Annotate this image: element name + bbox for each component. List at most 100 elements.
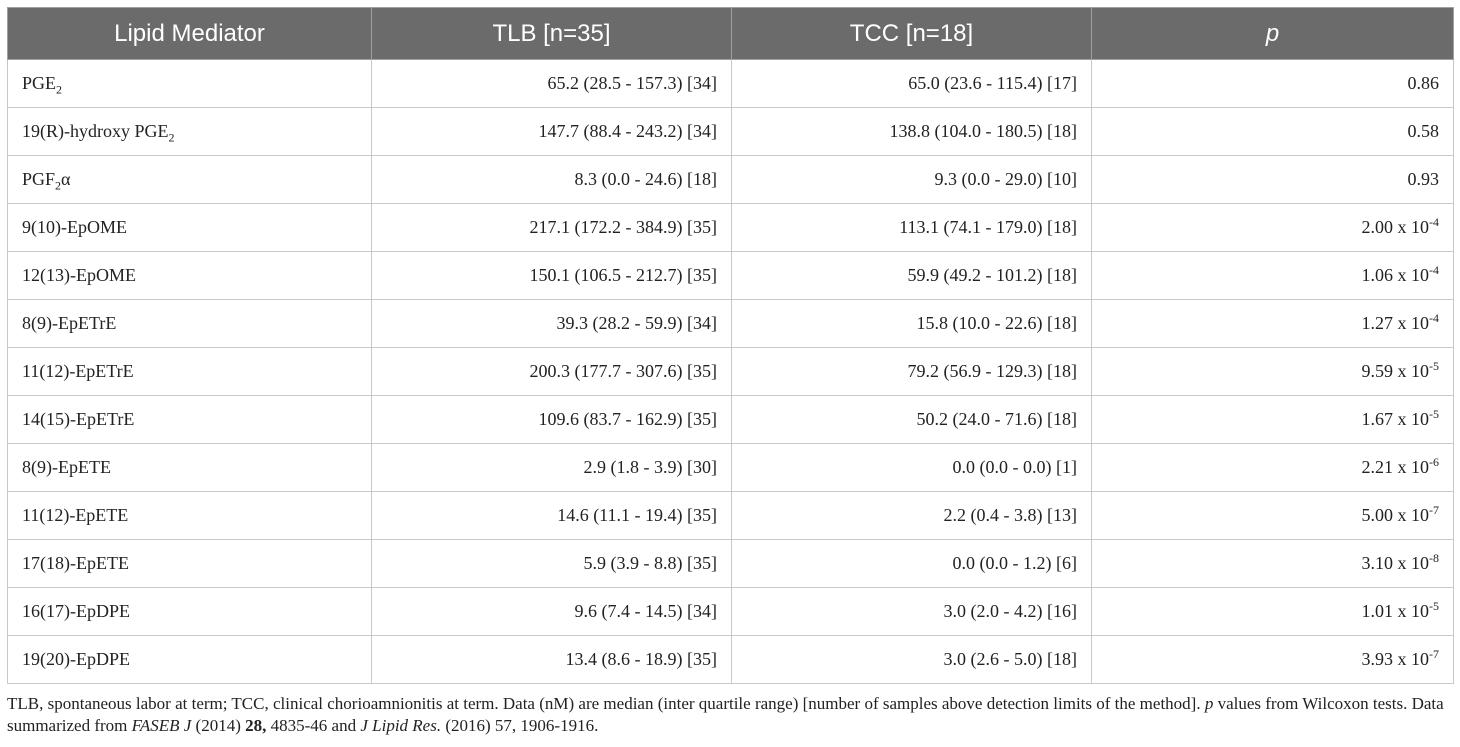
p-value-base: 3.93 x 10 (1361, 649, 1430, 669)
cell-p-value: 2.21 x 10-6 (1091, 443, 1454, 492)
cell-tcc: 3.0 (2.6 - 5.0) [18] (731, 635, 1092, 684)
table-row: 9(10)-EpOME 217.1 (172.2 - 384.9) [35] 113… (7, 203, 1454, 252)
p-value-exponent: -8 (1429, 551, 1439, 565)
cell-tlb: 200.3 (177.7 - 307.6) [35] (371, 347, 732, 396)
cell-tcc: 0.0 (0.0 - 0.0) [1] (731, 443, 1092, 492)
table-body: PGE2 65.2 (28.5 - 157.3) [34] 65.0 (23.6 -… (7, 59, 1454, 684)
cell-p-value: 0.93 (1091, 155, 1454, 204)
table-row: 19(R)-hydroxy PGE2 147.7 (88.4 - 243.2) [… (7, 107, 1454, 156)
cell-tlb: 150.1 (106.5 - 212.7) [35] (371, 251, 732, 300)
cell-tcc: 50.2 (24.0 - 71.6) [18] (731, 395, 1092, 444)
cell-lipid-mediator: 8(9)-EpETE (7, 443, 372, 492)
p-value-exponent: -4 (1429, 263, 1439, 277)
header-tlb: TLB [n=35] (371, 7, 732, 60)
cell-lipid-mediator: 19(20)-EpDPE (7, 635, 372, 684)
cell-tcc: 113.1 (74.1 - 179.0) [18] (731, 203, 1092, 252)
mediator-name: 11(12)-EpETrE (22, 361, 134, 381)
table-row: 19(20)-EpDPE 13.4 (8.6 - 18.9) [35] 3.0 (2… (7, 635, 1454, 684)
header-row: Lipid Mediator TLB [n=35] TCC [n=18] p (7, 7, 1454, 60)
mediator-name: 9(10)-EpOME (22, 217, 127, 237)
mediator-name: 12(13)-EpOME (22, 265, 136, 285)
cell-p-value: 0.58 (1091, 107, 1454, 156)
cell-tcc: 15.8 (10.0 - 22.6) [18] (731, 299, 1092, 348)
p-value-base: 5.00 x 10 (1361, 505, 1430, 525)
table-row: 11(12)-EpETrE 200.3 (177.7 - 307.6) [35] 7… (7, 347, 1454, 396)
footnote-volume: 28, (245, 716, 267, 735)
mediator-name: 14(15)-EpETrE (22, 409, 135, 429)
cell-tlb: 65.2 (28.5 - 157.3) [34] (371, 59, 732, 108)
cell-tcc: 65.0 (23.6 - 115.4) [17] (731, 59, 1092, 108)
p-value-base: 9.59 x 10 (1361, 361, 1430, 381)
mediator-name: PGE (22, 73, 57, 93)
p-value-exponent: -7 (1429, 647, 1439, 661)
table-row: 8(9)-EpETE 2.9 (1.8 - 3.9) [30] 0.0 (0.0 -… (7, 443, 1454, 492)
table-row: PGE2 65.2 (28.5 - 157.3) [34] 65.0 (23.6 -… (7, 59, 1454, 108)
cell-p-value: 5.00 x 10-7 (1091, 491, 1454, 540)
cell-tcc: 59.9 (49.2 - 101.2) [18] (731, 251, 1092, 300)
mediator-subscript: 2 (55, 178, 62, 193)
cell-p-value: 3.10 x 10-8 (1091, 539, 1454, 588)
cell-p-value: 1.27 x 10-4 (1091, 299, 1454, 348)
table-row: 17(18)-EpETE 5.9 (3.9 - 8.8) [35] 0.0 (0.0… (7, 539, 1454, 588)
table-container: Lipid Mediator TLB [n=35] TCC [n=18] p P… (7, 7, 1454, 684)
cell-lipid-mediator: 8(9)-EpETrE (7, 299, 372, 348)
footnote-journal-1: FASEB J (131, 716, 192, 735)
table-row: 14(15)-EpETrE 109.6 (83.7 - 162.9) [35] 50… (7, 395, 1454, 444)
cell-tlb: 109.6 (83.7 - 162.9) [35] (371, 395, 732, 444)
mediator-name: PGF (22, 169, 56, 189)
mediator-name: 17(18)-EpETE (22, 553, 129, 573)
footnote-journal-2: J Lipid Res. (360, 716, 442, 735)
footnote-text-1: TLB, spontaneous labor at term; TCC, cli… (7, 694, 1205, 713)
p-value-exponent: -4 (1429, 311, 1439, 325)
cell-p-value: 9.59 x 10-5 (1091, 347, 1454, 396)
cell-tlb: 147.7 (88.4 - 243.2) [34] (371, 107, 732, 156)
cell-tlb: 9.6 (7.4 - 14.5) [34] (371, 587, 732, 636)
mediator-name: 11(12)-EpETE (22, 505, 129, 525)
cell-p-value: 3.93 x 10-7 (1091, 635, 1454, 684)
footnote-text-5: (2016) 57, 1906-1916. (441, 716, 599, 735)
mediator-subscript: 2 (56, 82, 63, 97)
mediator-name: 19(20)-EpDPE (22, 649, 130, 669)
mediator-name: 16(17)-EpDPE (22, 601, 130, 621)
lipid-mediator-table: Lipid Mediator TLB [n=35] TCC [n=18] p P… (7, 7, 1454, 684)
table-footnote: TLB, spontaneous labor at term; TCC, cli… (7, 693, 1457, 737)
cell-p-value: 1.67 x 10-5 (1091, 395, 1454, 444)
p-value-exponent: -6 (1429, 455, 1439, 469)
table-row: 12(13)-EpOME 150.1 (106.5 - 212.7) [35] 59… (7, 251, 1454, 300)
mediator-subscript: 2 (168, 130, 175, 145)
cell-tlb: 13.4 (8.6 - 18.9) [35] (371, 635, 732, 684)
p-value-base: 1.67 x 10 (1361, 409, 1430, 429)
cell-p-value: 0.86 (1091, 59, 1454, 108)
p-value-base: 3.10 x 10 (1361, 553, 1430, 573)
mediator-name: 8(9)-EpETE (22, 457, 111, 477)
cell-tcc: 9.3 (0.0 - 29.0) [10] (731, 155, 1092, 204)
p-value-exponent: -5 (1429, 359, 1439, 373)
footnote-p-italic: p (1204, 694, 1214, 713)
cell-lipid-mediator: 11(12)-EpETE (7, 491, 372, 540)
mediator-name: 8(9)-EpETrE (22, 313, 117, 333)
table-row: 8(9)-EpETrE 39.3 (28.2 - 59.9) [34] 15.8 (… (7, 299, 1454, 348)
p-value-base: 0.58 (1407, 121, 1440, 141)
cell-p-value: 1.06 x 10-4 (1091, 251, 1454, 300)
p-value-base: 1.06 x 10 (1361, 265, 1430, 285)
cell-tcc: 0.0 (0.0 - 1.2) [6] (731, 539, 1092, 588)
cell-lipid-mediator: PGF2α (7, 155, 372, 204)
header-lipid-mediator: Lipid Mediator (7, 7, 372, 60)
p-value-base: 1.01 x 10 (1361, 601, 1430, 621)
p-value-base: 1.27 x 10 (1361, 313, 1430, 333)
cell-tlb: 14.6 (11.1 - 19.4) [35] (371, 491, 732, 540)
p-value-base: 2.21 x 10 (1361, 457, 1430, 477)
cell-lipid-mediator: 16(17)-EpDPE (7, 587, 372, 636)
cell-tcc: 79.2 (56.9 - 129.3) [18] (731, 347, 1092, 396)
cell-p-value: 2.00 x 10-4 (1091, 203, 1454, 252)
cell-tcc: 138.8 (104.0 - 180.5) [18] (731, 107, 1092, 156)
cell-tlb: 2.9 (1.8 - 3.9) [30] (371, 443, 732, 492)
cell-tlb: 39.3 (28.2 - 59.9) [34] (371, 299, 732, 348)
cell-tcc: 3.0 (2.0 - 4.2) [16] (731, 587, 1092, 636)
cell-lipid-mediator: 12(13)-EpOME (7, 251, 372, 300)
mediator-name: 19(R)-hydroxy PGE (22, 121, 169, 141)
cell-tlb: 5.9 (3.9 - 8.8) [35] (371, 539, 732, 588)
header-tcc: TCC [n=18] (731, 7, 1092, 60)
table-row: 11(12)-EpETE 14.6 (11.1 - 19.4) [35] 2.2 (… (7, 491, 1454, 540)
table-row: 16(17)-EpDPE 9.6 (7.4 - 14.5) [34] 3.0 (2.… (7, 587, 1454, 636)
